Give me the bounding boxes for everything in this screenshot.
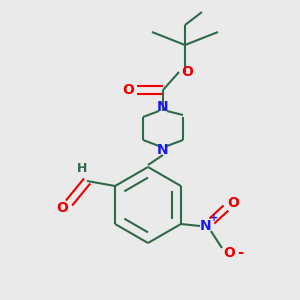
Text: N: N: [157, 143, 169, 157]
Text: O: O: [227, 196, 239, 210]
Text: H: H: [77, 161, 87, 175]
Text: N: N: [200, 219, 212, 233]
Text: +: +: [210, 213, 218, 223]
Text: -: -: [237, 245, 243, 260]
Text: O: O: [122, 83, 134, 97]
Text: O: O: [223, 246, 235, 260]
Text: N: N: [157, 100, 169, 114]
Text: O: O: [56, 201, 68, 215]
Text: O: O: [181, 65, 193, 79]
